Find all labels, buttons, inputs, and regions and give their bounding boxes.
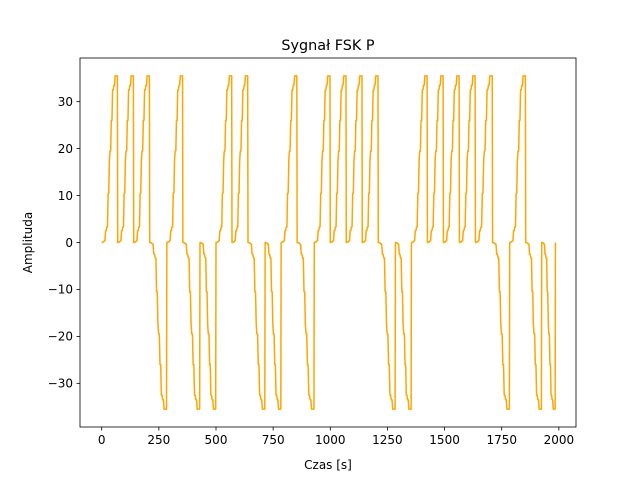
x-tick-label: 750 xyxy=(262,433,285,447)
x-axis-ticks: 0 250 500 750 1000 1250 1500 1750 2000 xyxy=(98,427,574,447)
x-tick-label: 1500 xyxy=(429,433,460,447)
signal-line xyxy=(101,75,557,410)
chart-title: Sygnał FSK P xyxy=(281,38,375,54)
x-axis-label: Czas [s] xyxy=(304,458,352,472)
y-tick-label: 0 xyxy=(65,236,73,250)
x-tick-label: 1250 xyxy=(372,433,403,447)
y-tick-label: 20 xyxy=(58,142,73,156)
y-tick-label: −30 xyxy=(48,377,73,391)
y-tick-label: 30 xyxy=(58,95,73,109)
y-tick-label: 10 xyxy=(58,189,73,203)
axes-frame xyxy=(79,57,577,428)
y-axis-label: Amplituda xyxy=(21,212,35,273)
x-tick-label: 500 xyxy=(205,433,228,447)
y-tick-label: −10 xyxy=(48,283,73,297)
y-tick-label: −20 xyxy=(48,330,73,344)
x-tick-label: 1000 xyxy=(315,433,346,447)
y-axis-ticks: −30 −20 −10 0 10 20 30 xyxy=(48,95,80,391)
x-tick-label: 250 xyxy=(147,433,170,447)
x-tick-label: 0 xyxy=(98,433,106,447)
x-tick-label: 1750 xyxy=(486,433,517,447)
x-tick-label: 2000 xyxy=(544,433,575,447)
series-layer xyxy=(101,75,557,410)
plot-area xyxy=(80,58,576,427)
